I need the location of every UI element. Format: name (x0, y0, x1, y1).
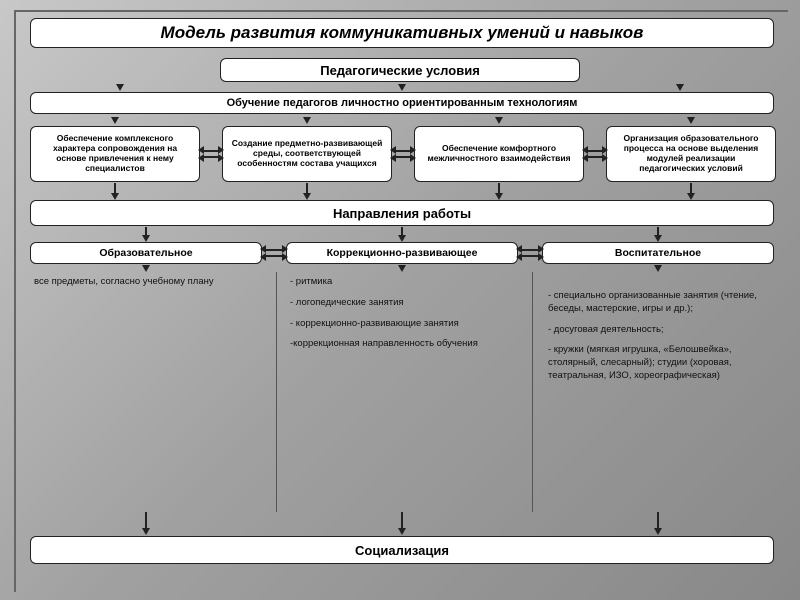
condition-box-1: Обеспечение комплексного характера сопро… (30, 126, 200, 182)
arrow-down-icon (142, 528, 150, 535)
direction-correctional-box: Коррекционно-развивающее (286, 242, 518, 264)
direction-label: Воспитательное (615, 247, 701, 259)
arrow-down-icon (111, 193, 119, 200)
socialization-box: Социализация (30, 536, 774, 564)
biconnector-icon (588, 148, 602, 160)
pedagogical-conditions-label: Педагогические условия (320, 63, 480, 78)
biconnector-icon (266, 247, 282, 259)
arrow-down-icon (654, 528, 662, 535)
detail-line: - кружки (мягкая игрушка, «Белошвейка», … (548, 344, 772, 382)
direction-label: Коррекционно-развивающее (327, 247, 478, 259)
condition-text: Обеспечение комплексного характера сопро… (37, 134, 193, 173)
arrow-down-icon (676, 84, 684, 91)
work-directions-label: Направления работы (333, 206, 471, 221)
detail-line: все предметы, согласно учебному плану (34, 276, 260, 289)
arrow-down-icon (654, 235, 662, 242)
arrow-down-icon (687, 193, 695, 200)
condition-text: Создание предметно-развивающей среды, со… (229, 139, 385, 168)
arrow-down-icon (303, 193, 311, 200)
condition-box-2: Создание предметно-развивающей среды, со… (222, 126, 392, 182)
detail-line: -коррекционная направленность обучения (290, 338, 516, 351)
pedagogical-conditions-box: Педагогические условия (220, 58, 580, 82)
condition-box-3: Обеспечение комфортного межличностного в… (414, 126, 584, 182)
condition-text: Обеспечение комфортного межличностного в… (421, 144, 577, 164)
detail-correctional: - ритмика - логопедические занятия - кор… (290, 276, 516, 351)
arrow-down-icon (495, 193, 503, 200)
detail-line: - коррекционно-развивающие занятия (290, 318, 516, 331)
arrow-down-icon (142, 265, 150, 272)
direction-upbringing-box: Воспитательное (542, 242, 774, 264)
detail-line: - досуговая деятельность; (548, 324, 772, 337)
detail-line: - логопедические занятия (290, 297, 516, 310)
detail-upbringing: - специально организованные занятия (чте… (548, 290, 772, 383)
arrow-down-icon (398, 235, 406, 242)
direction-educational-box: Образовательное (30, 242, 262, 264)
arrow-down-icon (495, 117, 503, 124)
work-directions-box: Направления работы (30, 200, 774, 226)
socialization-label: Социализация (355, 543, 449, 558)
arrow-down-icon (116, 84, 124, 91)
arrow-down-icon (398, 265, 406, 272)
detail-line: - ритмика (290, 276, 516, 289)
arrow-down-icon (654, 265, 662, 272)
biconnector-icon (522, 247, 538, 259)
condition-text: Организация образовательного процесса на… (613, 134, 769, 173)
direction-label: Образовательное (99, 247, 192, 259)
arrow-down-icon (398, 84, 406, 91)
column-divider (532, 272, 533, 512)
arrow-down-icon (303, 117, 311, 124)
teacher-training-box: Обучение педагогов личностно ориентирова… (30, 92, 774, 114)
arrow-down-icon (398, 528, 406, 535)
biconnector-icon (396, 148, 410, 160)
condition-box-4: Организация образовательного процесса на… (606, 126, 776, 182)
arrow-down-icon (111, 117, 119, 124)
arrow-down-icon (142, 235, 150, 242)
title-text: Модель развития коммуникативных умений и… (161, 23, 644, 43)
detail-educational: все предметы, согласно учебному плану (34, 276, 260, 289)
arrow-down-icon (687, 117, 695, 124)
column-divider (276, 272, 277, 512)
teacher-training-label: Обучение педагогов личностно ориентирова… (227, 97, 578, 109)
detail-line: - специально организованные занятия (чте… (548, 290, 772, 316)
biconnector-icon (204, 148, 218, 160)
title-box: Модель развития коммуникативных умений и… (30, 18, 774, 48)
